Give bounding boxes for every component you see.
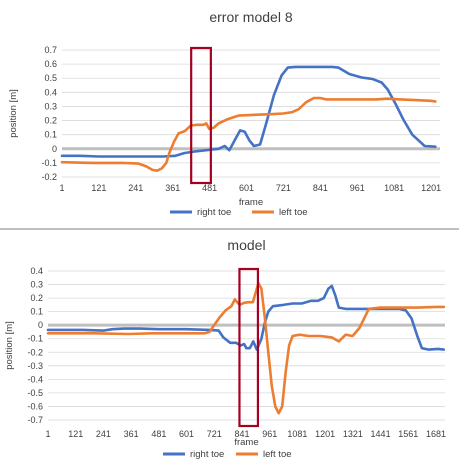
highlight-box (190, 46, 212, 185)
x-tick-label: 1081 (384, 183, 404, 193)
x-tick-label: 721 (207, 429, 222, 439)
y-tick-label: 0.1 (30, 307, 43, 317)
y-axis-label: position [m] (8, 89, 19, 138)
chart-title: error model 8 (209, 9, 292, 25)
highlight-box (238, 267, 260, 428)
chart-model: model -0.7 -0.6 -0.5 -0.4 -0.3 -0.2 -0.1 0 0.1 0.2… (4, 237, 446, 460)
x-tick-label: 121 (91, 183, 106, 193)
y-tick-label: 0 (38, 320, 43, 330)
y-tick-label: -0.1 (27, 334, 43, 344)
series-line-right-toe (60, 65, 437, 158)
y-tick-label: 0.6 (44, 59, 57, 69)
chart-title: model (227, 237, 265, 253)
x-tick-label: 1081 (287, 429, 307, 439)
x-tick-label: 241 (128, 183, 143, 193)
y-tick-label: 0.3 (30, 280, 43, 290)
y-tick-label: 0 (52, 144, 57, 154)
x-tick-label: 601 (239, 183, 254, 193)
chart-error-model-8: error model 8 -0.2 -0.1 0 0.1 0.2 0.3 0.4 0.5 0.6… (8, 9, 441, 218)
y-tick-label: -0.2 (41, 172, 57, 182)
y-tick-label: 0.7 (44, 45, 57, 55)
y-tick-label: -0.2 (27, 347, 43, 357)
x-axis-label: frame (239, 197, 263, 208)
x-tick-label: 1681 (426, 429, 446, 439)
x-tick-label: 361 (124, 429, 139, 439)
y-axis-label: position [m] (4, 321, 15, 370)
y-tick-label: -0.7 (27, 415, 43, 425)
legend-label: right toe (190, 449, 224, 460)
legend-label: right toe (197, 207, 231, 218)
y-tick-label: 0.2 (44, 116, 57, 126)
series-line-left-toe (60, 96, 437, 172)
series-line-left-toe (46, 281, 446, 415)
y-tick-label: 0.2 (30, 293, 43, 303)
x-tick-label: 961 (262, 429, 277, 439)
y-tick-label: 0.1 (44, 130, 57, 140)
x-tick-label: 361 (165, 183, 180, 193)
y-tick-label: 0.4 (30, 266, 43, 276)
legend-label: left toe (279, 207, 308, 218)
y-tick-label: -0.3 (27, 361, 43, 371)
y-tick-label: -0.1 (41, 158, 57, 168)
x-tick-label: 721 (276, 183, 291, 193)
x-tick-label: 1441 (371, 429, 391, 439)
x-tick-label: 241 (96, 429, 111, 439)
x-tick-label: 1 (45, 429, 50, 439)
x-axis-label: frame (234, 437, 258, 448)
y-tick-label: 0.4 (44, 87, 57, 97)
x-tick-label: 1201 (421, 183, 441, 193)
x-tick-label: 1561 (398, 429, 418, 439)
y-tick-label: -0.5 (27, 388, 43, 398)
x-tick-label: 1201 (315, 429, 335, 439)
x-tick-label: 1321 (343, 429, 363, 439)
x-tick-label: 601 (179, 429, 194, 439)
legend-label: left toe (263, 449, 292, 460)
y-tick-label: 0.3 (44, 101, 57, 111)
x-tick-label: 841 (313, 183, 328, 193)
x-tick-label: 961 (350, 183, 365, 193)
series-line-right-toe (46, 284, 446, 351)
y-tick-label: -0.4 (27, 374, 43, 384)
x-tick-label: 481 (151, 429, 166, 439)
x-tick-label: 481 (202, 183, 217, 193)
x-tick-label: 121 (68, 429, 83, 439)
y-tick-label: 0.5 (44, 73, 57, 83)
x-tick-label: 841 (234, 429, 249, 439)
y-tick-label: -0.6 (27, 401, 43, 411)
x-tick-label: 1 (59, 183, 64, 193)
